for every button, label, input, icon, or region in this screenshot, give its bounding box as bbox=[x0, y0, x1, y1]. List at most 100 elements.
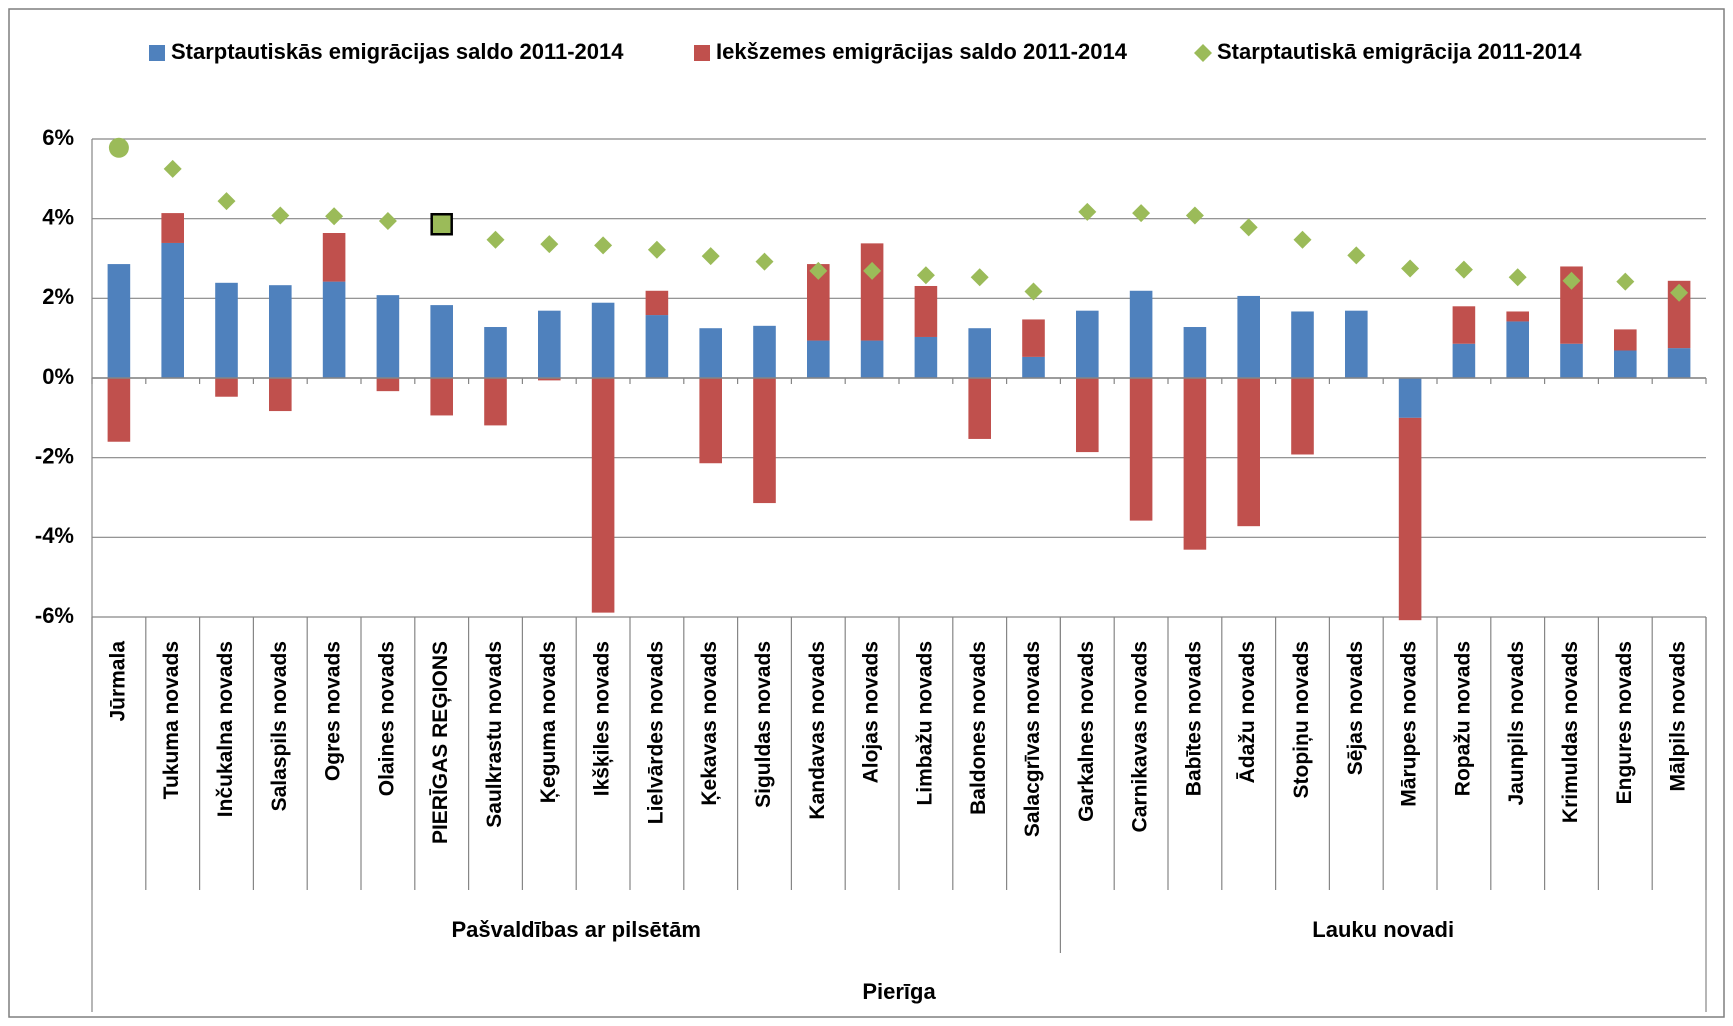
chart-frame bbox=[8, 8, 1725, 1018]
bar bbox=[591, 378, 615, 613]
marker bbox=[1132, 204, 1151, 223]
bar bbox=[322, 233, 346, 282]
marker bbox=[970, 268, 989, 287]
marker bbox=[108, 137, 129, 158]
bar bbox=[807, 264, 830, 341]
bar bbox=[161, 242, 184, 378]
marker bbox=[540, 235, 559, 254]
bar bbox=[1614, 329, 1637, 351]
marker bbox=[271, 206, 290, 225]
bar bbox=[1560, 343, 1583, 378]
bar bbox=[161, 213, 184, 243]
bar bbox=[1022, 319, 1045, 357]
marker bbox=[1562, 271, 1581, 290]
group-label: Lauku novadi bbox=[1312, 917, 1454, 942]
bar bbox=[968, 378, 991, 439]
bar bbox=[1022, 356, 1045, 378]
bar bbox=[1452, 306, 1476, 344]
legend-label: Starptautiskās emigrācijas saldo 2011-20… bbox=[171, 39, 624, 64]
bar bbox=[753, 325, 776, 378]
marker bbox=[809, 261, 828, 280]
bar bbox=[807, 340, 830, 378]
bar bbox=[107, 264, 131, 378]
marker bbox=[1616, 272, 1635, 291]
bar bbox=[645, 315, 669, 378]
x-tick-label: Jaunpils novads bbox=[1505, 641, 1528, 806]
bar bbox=[1183, 327, 1207, 378]
bar bbox=[322, 281, 346, 378]
marker bbox=[1078, 202, 1097, 221]
y-tick-label: -2% bbox=[35, 443, 74, 468]
legend-label: Iekšzemes emigrācijas saldo 2011-2014 bbox=[716, 39, 1128, 64]
group-label: Pašvaldības ar pilsētām bbox=[451, 917, 700, 942]
x-tick-label: Inčukalna novads bbox=[214, 641, 237, 817]
marker bbox=[1293, 230, 1312, 249]
legend-label: Starptautiskā emigrācija 2011-2014 bbox=[1217, 39, 1582, 64]
legend-swatch bbox=[694, 45, 710, 61]
x-tick-label: Babītes novads bbox=[1182, 641, 1205, 796]
legend-swatch bbox=[1194, 44, 1212, 62]
marker bbox=[1347, 246, 1366, 265]
bar bbox=[1291, 311, 1314, 378]
bar bbox=[430, 378, 453, 416]
x-tick-label: Salaspils novads bbox=[268, 641, 291, 811]
bar bbox=[591, 302, 615, 378]
x-tick-label: Ogres novads bbox=[322, 641, 345, 781]
y-tick-label: 2% bbox=[42, 284, 74, 309]
x-tick-label: Ķeguma novads bbox=[537, 641, 560, 803]
bar bbox=[215, 282, 238, 378]
bar bbox=[376, 378, 400, 392]
x-tick-label: Krimuldas novads bbox=[1559, 641, 1582, 823]
bar bbox=[1667, 280, 1691, 349]
bar bbox=[1345, 310, 1368, 378]
x-tick-label: Baldones novads bbox=[967, 641, 990, 815]
bar bbox=[1398, 378, 1422, 418]
bar bbox=[1506, 321, 1529, 378]
y-tick-label: 0% bbox=[42, 364, 74, 389]
bar bbox=[860, 243, 884, 341]
marker bbox=[430, 212, 453, 236]
bar bbox=[968, 328, 991, 378]
bar bbox=[753, 378, 776, 504]
bar bbox=[538, 310, 561, 378]
bar bbox=[484, 378, 507, 426]
supergroup-label: Pierīga bbox=[862, 979, 936, 1004]
bar bbox=[376, 295, 400, 378]
bar bbox=[914, 336, 938, 378]
y-tick-label: -4% bbox=[35, 523, 74, 548]
bar bbox=[645, 290, 669, 316]
y-tick-label: 6% bbox=[42, 125, 74, 150]
y-tick-label: 4% bbox=[42, 204, 74, 229]
marker bbox=[163, 159, 182, 178]
marker bbox=[863, 261, 882, 280]
bar bbox=[1076, 378, 1099, 453]
bar bbox=[538, 378, 561, 381]
x-tick-label: Salacgrīvas novads bbox=[1021, 641, 1044, 837]
marker bbox=[378, 212, 397, 231]
bar bbox=[914, 285, 938, 337]
bar bbox=[1183, 378, 1207, 550]
marker bbox=[916, 266, 935, 285]
bar bbox=[430, 305, 453, 378]
x-tick-label: Carnikavas novads bbox=[1129, 641, 1152, 832]
x-tick-label: Kandavas novads bbox=[806, 641, 829, 820]
marker bbox=[1239, 218, 1258, 237]
marker bbox=[594, 236, 613, 255]
marker bbox=[755, 252, 774, 271]
marker bbox=[1401, 259, 1420, 278]
marker bbox=[486, 230, 505, 249]
y-tick-label: -6% bbox=[35, 603, 74, 628]
x-tick-label: Stopiņu novads bbox=[1290, 641, 1313, 799]
marker bbox=[1185, 206, 1204, 225]
bar bbox=[1560, 266, 1583, 344]
x-tick-label: Ikšķiles novads bbox=[591, 641, 614, 796]
bar bbox=[107, 378, 131, 442]
x-tick-label: Ādažu novads bbox=[1236, 641, 1259, 783]
marker bbox=[1454, 260, 1473, 279]
marker bbox=[325, 207, 344, 226]
x-tick-label: PIERĪGAS REĢIONS bbox=[429, 641, 452, 844]
marker bbox=[647, 240, 666, 259]
bar bbox=[484, 327, 507, 378]
x-tick-label: Engures novads bbox=[1613, 641, 1636, 804]
bar bbox=[1237, 295, 1260, 378]
